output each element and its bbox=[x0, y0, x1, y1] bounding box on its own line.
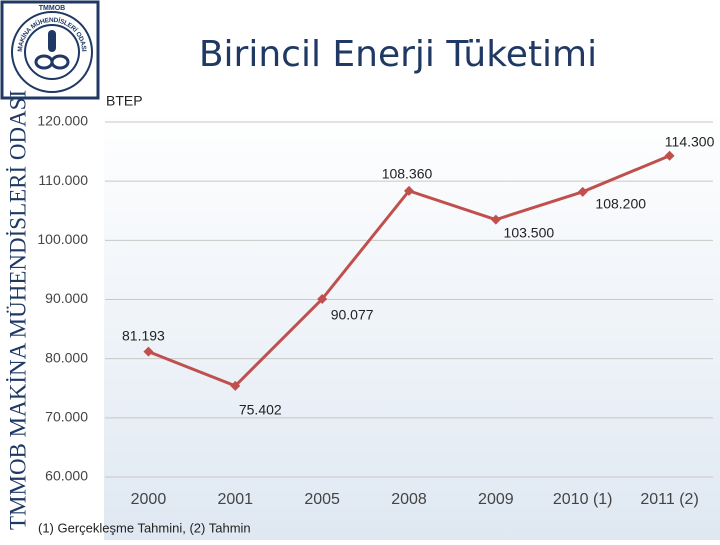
y-tick-label: 60.000 bbox=[45, 468, 88, 484]
marker bbox=[664, 150, 675, 161]
y-tick-label: 120.000 bbox=[37, 113, 88, 129]
logo-inner bbox=[24, 24, 80, 80]
x-tick-label: 2000 bbox=[131, 491, 167, 508]
footnote: (1) Gerçekleşme Tahmini, (2) Tahmin bbox=[38, 520, 251, 535]
logo-symbol bbox=[50, 54, 70, 70]
data-label: 108.200 bbox=[595, 196, 646, 212]
marker bbox=[143, 346, 154, 357]
x-tick-label: 2005 bbox=[304, 491, 340, 508]
x-tick-label: 2009 bbox=[478, 491, 514, 508]
data-label: 114.300 bbox=[665, 133, 715, 149]
marker bbox=[404, 185, 414, 196]
y-tick-label: 90.000 bbox=[45, 290, 88, 306]
chart-title: Birincil Enerji Tüketimi bbox=[199, 34, 597, 75]
logo-ring bbox=[11, 11, 93, 93]
data-label: 103.500 bbox=[504, 224, 555, 240]
marker bbox=[577, 186, 588, 197]
y-tick-label: 110.000 bbox=[38, 172, 88, 188]
logo-top: TMMOB bbox=[39, 5, 65, 12]
x-tick-label: 2011 (2) bbox=[640, 491, 698, 508]
logo-symbol bbox=[48, 30, 56, 52]
y-tick-label: 70.000 bbox=[45, 409, 88, 425]
data-label: 75.402 bbox=[239, 402, 282, 418]
y-tick-label: 80.000 bbox=[45, 349, 88, 365]
data-label: 90.077 bbox=[331, 307, 374, 323]
marker bbox=[317, 294, 328, 305]
data-label: 108.360 bbox=[382, 166, 433, 182]
x-tick-label: 2010 (1) bbox=[553, 491, 613, 508]
logo: TMMOB MAKİNA MÜHENDİSLERİ ODASI bbox=[0, 0, 100, 100]
marker bbox=[490, 214, 501, 225]
marker bbox=[230, 380, 241, 391]
y-axis-label: BTEP bbox=[106, 93, 143, 109]
y-tick-label: 100.000 bbox=[37, 231, 88, 247]
side-text: TMMOB MAKİNA MÜHENDİSLERİ ODASI bbox=[5, 90, 30, 530]
x-tick-label: 2008 bbox=[391, 491, 427, 508]
data-label: 81.193 bbox=[122, 327, 165, 343]
x-tick-label: 2001 bbox=[217, 491, 253, 508]
